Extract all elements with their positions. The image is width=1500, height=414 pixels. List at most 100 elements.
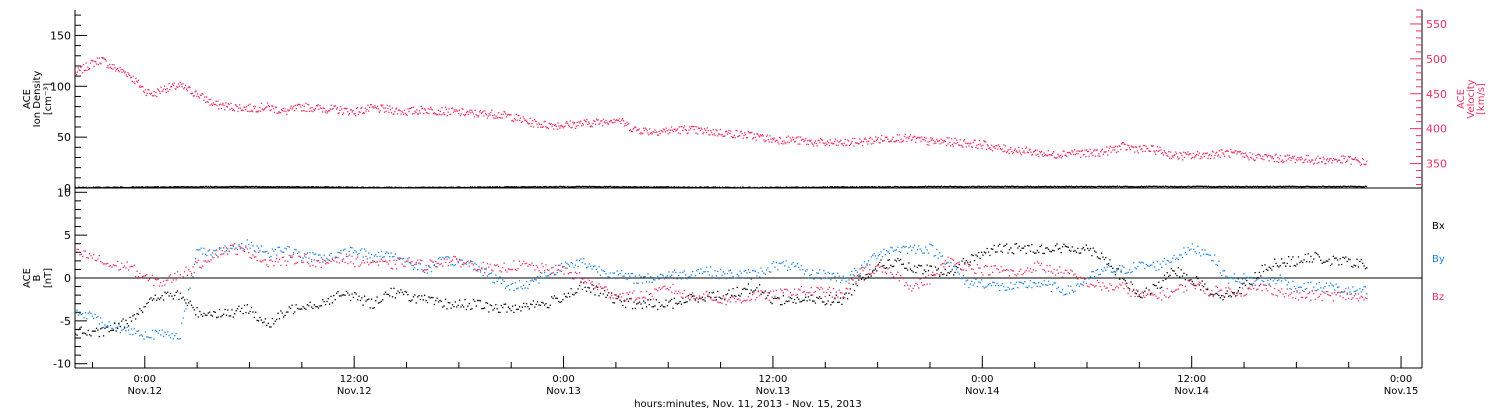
bx-point <box>587 287 588 288</box>
velocity-point <box>1098 155 1099 156</box>
by-point <box>1342 292 1343 293</box>
bx-point <box>830 304 831 305</box>
bx-point <box>501 305 502 306</box>
bx-point <box>786 301 787 302</box>
by-point <box>751 279 752 280</box>
by-point <box>974 282 975 283</box>
bx-point <box>1087 248 1088 249</box>
bx-point <box>191 305 192 306</box>
velocity-point <box>482 112 483 113</box>
bx-point <box>1301 260 1302 261</box>
velocity-point <box>992 150 993 151</box>
velocity-point <box>1234 152 1235 153</box>
bx-point <box>280 310 281 311</box>
bx-point <box>677 303 678 304</box>
velocity-point <box>748 131 749 132</box>
bx-point <box>862 277 863 278</box>
bx-point <box>946 275 947 276</box>
velocity-point <box>1216 152 1217 153</box>
by-point <box>873 253 874 254</box>
by-point <box>1164 258 1165 259</box>
by-point <box>861 265 862 266</box>
bx-point <box>1352 266 1353 267</box>
velocity-point <box>440 111 441 112</box>
velocity-point <box>566 121 567 122</box>
velocity-point <box>1179 158 1180 159</box>
velocity-point <box>1228 155 1229 156</box>
velocity-point <box>154 95 155 96</box>
bx-point <box>932 275 933 276</box>
bz-point <box>437 266 438 267</box>
velocity-point <box>1186 154 1187 155</box>
velocity-point <box>599 123 600 124</box>
bx-point <box>1263 271 1264 272</box>
by-point <box>469 262 470 263</box>
velocity-point <box>562 126 563 127</box>
velocity-point <box>1073 154 1074 155</box>
by-point <box>719 278 720 279</box>
velocity-point <box>1266 154 1267 155</box>
bx-point <box>745 289 746 290</box>
velocity-point <box>513 121 514 122</box>
by-point <box>1016 282 1017 283</box>
bx-point <box>594 294 595 295</box>
by-point <box>1135 267 1136 268</box>
top-right-ticklabel: 350 <box>1426 158 1447 171</box>
bz-point <box>375 262 376 263</box>
bz-point <box>406 261 407 262</box>
velocity-point <box>296 108 297 109</box>
bz-point <box>166 280 167 281</box>
bx-point <box>206 315 207 316</box>
bx-point <box>1176 275 1177 276</box>
by-point <box>283 252 284 253</box>
velocity-point <box>763 139 764 140</box>
velocity-point <box>941 142 942 143</box>
bz-point <box>107 263 108 264</box>
by-point <box>638 283 639 284</box>
velocity-point <box>77 71 78 72</box>
bx-point <box>220 316 221 317</box>
velocity-point <box>452 107 453 108</box>
bx-point <box>1195 285 1196 286</box>
velocity-point <box>1195 155 1196 156</box>
by-point <box>872 255 873 256</box>
by-point <box>973 285 974 286</box>
by-point <box>538 282 539 283</box>
bx-point <box>974 260 975 261</box>
by-point <box>490 273 491 274</box>
bz-point <box>312 265 313 266</box>
velocity-point <box>1032 154 1033 155</box>
bx-point <box>935 267 936 268</box>
bz-point <box>196 262 197 263</box>
bz-point <box>506 271 507 272</box>
velocity-point <box>364 113 365 114</box>
bx-point <box>333 295 334 296</box>
bx-point <box>502 307 503 308</box>
velocity-point <box>1281 161 1282 162</box>
velocity-point <box>824 145 825 146</box>
bx-point <box>578 288 579 289</box>
bx-point <box>471 308 472 309</box>
bx-point <box>554 295 555 296</box>
velocity-point <box>826 144 827 145</box>
bz-point <box>453 256 454 257</box>
velocity-point <box>407 115 408 116</box>
by-point <box>954 266 955 267</box>
bx-point <box>324 301 325 302</box>
velocity-point <box>1013 152 1014 153</box>
by-point <box>1123 267 1124 268</box>
velocity-point <box>771 142 772 143</box>
by-point <box>127 327 128 328</box>
bz-point <box>432 261 433 262</box>
bx-point <box>152 300 153 301</box>
velocity-point <box>582 123 583 124</box>
bx-point <box>431 297 432 298</box>
by-point <box>315 254 316 255</box>
by-point <box>420 263 421 264</box>
by-point <box>187 299 188 300</box>
by-point <box>931 244 932 245</box>
bx-point <box>1200 289 1201 290</box>
bx-point <box>843 298 844 299</box>
bx-point <box>1218 295 1219 296</box>
velocity-point <box>612 122 613 123</box>
